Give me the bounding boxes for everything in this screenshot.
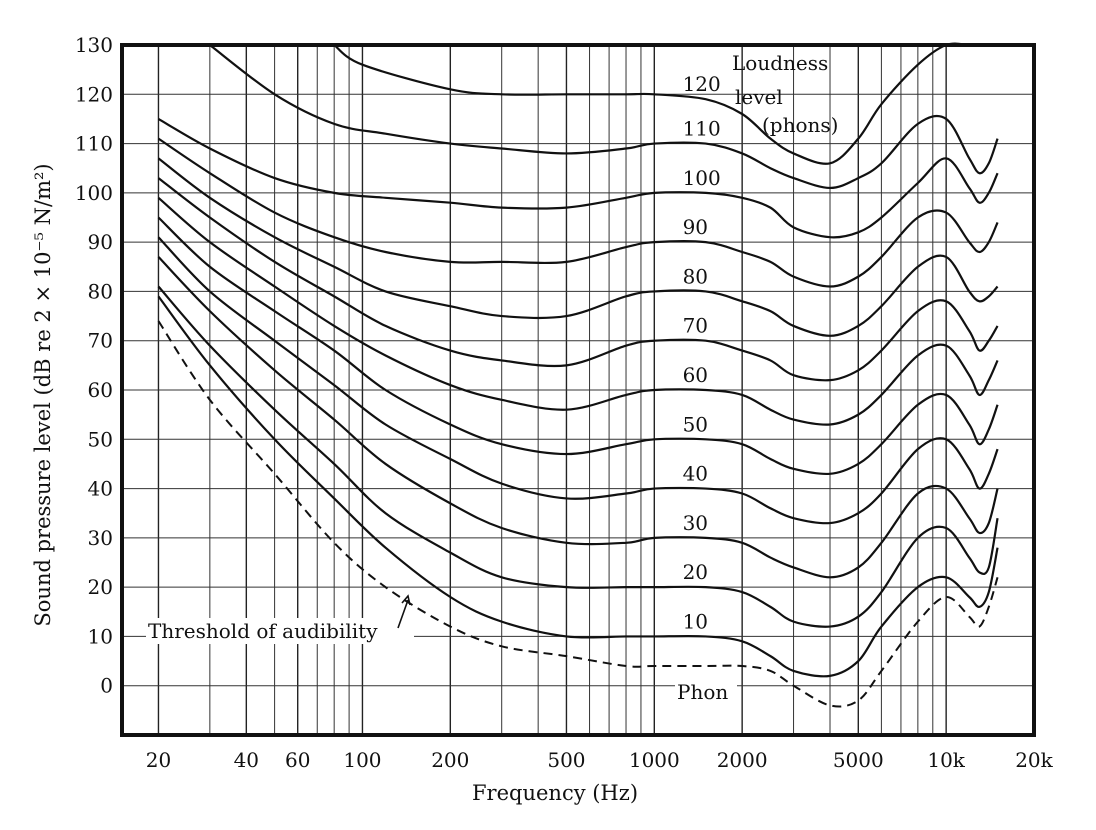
y-tick-label: 120 (75, 82, 113, 106)
y-tick-label: 10 (88, 624, 113, 648)
curve-label-80: 80 (683, 264, 708, 288)
x-tick-label: 40 (234, 748, 259, 772)
y-tick-label: 60 (88, 378, 113, 402)
loudness-curve-30 (157, 256, 999, 579)
x-axis-title: Frequency (Hz) (472, 781, 638, 805)
x-tick-labels: 20 40 60 100 200 500 1000 2000 5000 10k 20k (146, 748, 1054, 772)
loudness-curve-60 (157, 196, 999, 426)
curve-label-30: 30 (683, 511, 708, 535)
x-tick-label: 20 (146, 748, 171, 772)
loudness-curve-10 (157, 295, 999, 678)
y-tick-label: 90 (88, 230, 113, 254)
y-tick-label: 50 (88, 427, 113, 451)
plot-frame (120, 43, 1036, 737)
curve-label-120: 120 (683, 72, 721, 96)
y-tick-label: 40 (88, 477, 113, 501)
x-tick-label: 2000 (717, 748, 768, 772)
curve-label-110: 110 (683, 117, 721, 141)
y-tick-label: 20 (88, 575, 113, 599)
loudness-curves (157, 42, 999, 678)
x-tick-label: 60 (285, 748, 310, 772)
loudness-curve-50 (157, 216, 999, 476)
curve-label-50: 50 (683, 412, 708, 436)
x-tick-label: 5000 (833, 748, 884, 772)
x-tick-label: 1000 (629, 748, 680, 772)
threshold-label: Threshold of audibility (148, 619, 378, 643)
y-tick-label: 0 (100, 674, 113, 698)
loudness-curve-80 (157, 157, 999, 337)
curve-label-70: 70 (683, 314, 708, 338)
curve-label-60: 60 (683, 363, 708, 387)
loudness-curve-100 (157, 117, 999, 239)
legend-title-line-1: Loudness (732, 51, 828, 75)
threshold-label-bg (146, 618, 414, 644)
y-tick-label: 70 (88, 329, 113, 353)
threshold-arrow-icon (397, 594, 411, 629)
phon-label: Phon (677, 680, 728, 704)
x-tick-label: 500 (547, 748, 585, 772)
curve-labels: 10 20 30 40 50 60 70 80 90 100 110 120 (683, 72, 721, 633)
legend-title-line-3: (phons) (762, 113, 838, 137)
loudness-curve-40 (157, 236, 999, 525)
threshold-curve (157, 320, 999, 708)
loudness-curve-70 (157, 177, 999, 382)
phon-label-bg (675, 678, 737, 704)
legend-title-line-2: level (735, 85, 783, 109)
loudness-curve-20 (157, 285, 999, 628)
y-tick-label: 30 (88, 526, 113, 550)
curve-label-10: 10 (683, 609, 708, 633)
curve-label-20: 20 (683, 560, 708, 584)
y-tick-label: 130 (75, 33, 113, 57)
y-axis-title: Sound pressure level (dB re 2 × 10⁻⁵ N/m… (31, 163, 55, 626)
x-tick-label: 10k (927, 748, 965, 772)
curve-label-40: 40 (683, 462, 708, 486)
loudness-curve-90 (157, 137, 999, 288)
x-tick-label: 200 (431, 748, 469, 772)
y-tick-labels: 0 10 20 30 40 50 60 70 80 90 100 110 120 130 (75, 33, 113, 698)
y-tick-label: 110 (75, 132, 113, 156)
loudness-curve-110 (209, 44, 999, 190)
threshold-curve-group (157, 320, 999, 708)
curve-label-100: 100 (683, 166, 721, 190)
x-tick-label: 20k (1015, 748, 1053, 772)
curve-label-90: 90 (683, 215, 708, 239)
x-tick-label: 100 (343, 748, 381, 772)
y-tick-label: 100 (75, 181, 113, 205)
y-tick-label: 80 (88, 279, 113, 303)
